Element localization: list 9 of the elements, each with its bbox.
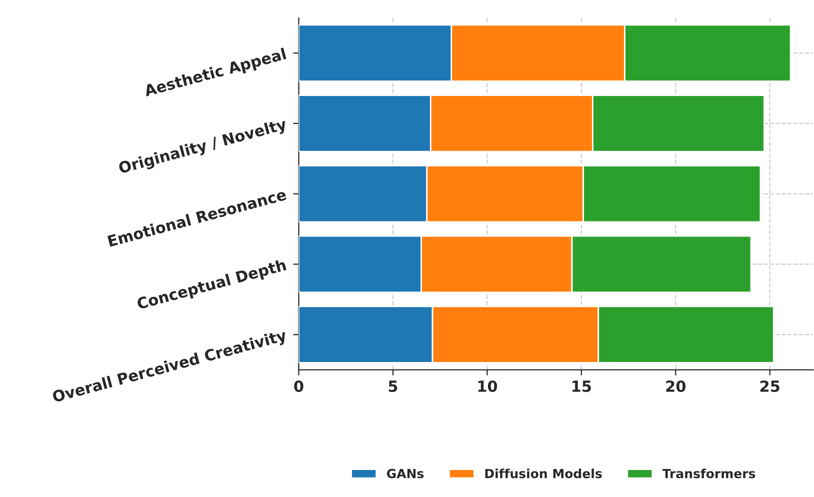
legend-label: GANs bbox=[386, 468, 424, 478]
legend-label: Transformers bbox=[662, 468, 756, 478]
legend-label: Diffusion Models bbox=[485, 468, 602, 478]
x-tick-label: 25 bbox=[760, 380, 780, 392]
x-tick-label: 20 bbox=[666, 380, 686, 392]
x-tick-label: 5 bbox=[388, 380, 398, 392]
x-tick-label: 10 bbox=[478, 380, 498, 392]
x-tick-label: 0 bbox=[294, 380, 304, 392]
x-tick-label: 15 bbox=[572, 380, 591, 392]
